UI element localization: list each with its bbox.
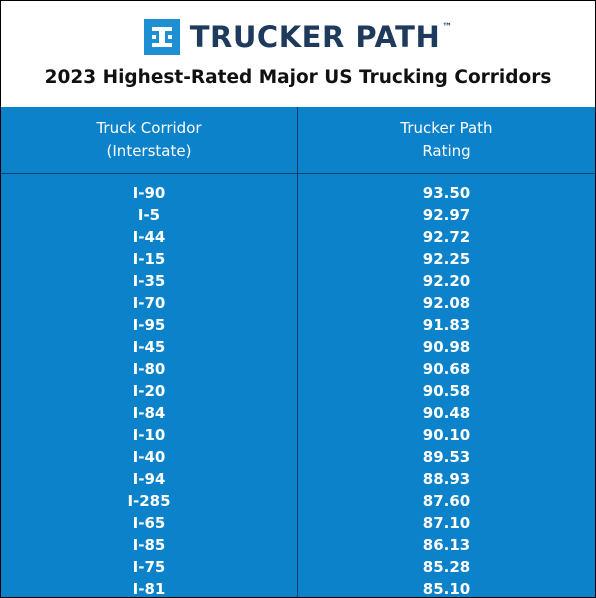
corridor-cell: I-85 [132,536,166,554]
corridor-cell: I-40 [132,448,166,466]
header-corridor-line2: (Interstate) [106,142,192,160]
logo-glyph [143,19,180,55]
rating-column: 93.50 92.97 92.72 92.25 92.20 92.08 91.83 90.98… [298,174,595,597]
corridor-cell: I-75 [132,558,166,576]
rating-cell: 90.98 [422,338,471,356]
rating-cell: 92.20 [422,272,471,290]
rating-cell: 85.28 [422,558,471,576]
header-rating-line2: Rating [422,142,471,160]
rating-cell: 85.10 [422,580,471,598]
brand-logo: TRUCKER PATH ™ [1,19,595,55]
corridor-cell: I-45 [132,338,166,356]
corridor-ratings-table: Truck Corridor (Interstate) Trucker Path… [1,107,595,597]
rating-cell: 90.48 [422,404,471,422]
corridor-cell: I-65 [132,514,166,532]
corridor-column: I-90 I-5 I-44 I-15 I-35 I-70 I-95 I-45 I-80 I-20 I… [1,174,298,597]
corridor-cell: I-81 [132,580,166,598]
corridor-cell: I-90 [132,184,166,202]
header: TRUCKER PATH ™ 2023 Highest-Rated Major U… [1,1,595,107]
rating-cell: 90.68 [422,360,471,378]
table-header: Truck Corridor (Interstate) Trucker Path… [1,107,595,174]
page-title: 2023 Highest-Rated Major US Trucking Cor… [44,67,552,88]
corridor-cell: I-285 [127,492,171,510]
trucker-path-logo-icon [143,19,180,55]
header-rating-line1: Trucker Path [400,119,493,137]
rating-cell: 86.13 [422,536,471,554]
corridor-cell: I-35 [132,272,166,290]
rating-cell: 92.25 [422,250,471,268]
rating-cell: 92.08 [422,294,471,312]
corridor-cell: I-84 [132,404,166,422]
corridor-cell: I-80 [132,360,166,378]
header-corridor: Truck Corridor (Interstate) [1,107,298,173]
corridor-cell: I-20 [132,382,166,400]
rating-cell: 92.97 [422,206,471,224]
rating-cell: 88.93 [422,470,471,488]
rating-cell: 87.10 [422,514,471,532]
corridor-cell: I-5 [137,206,161,224]
corridor-cell: I-94 [132,470,166,488]
rating-cell: 92.72 [422,228,471,246]
corridor-cell: I-10 [132,426,166,444]
table-body: I-90 I-5 I-44 I-15 I-35 I-70 I-95 I-45 I-80 I-20 I… [1,174,595,597]
rating-cell: 87.60 [422,492,471,510]
header-corridor-line1: Truck Corridor [96,119,202,137]
corridor-cell: I-95 [132,316,166,334]
brand-name: TRUCKER PATH [189,20,441,54]
rating-cell: 89.53 [422,448,471,466]
corridor-cell: I-15 [132,250,166,268]
corridor-cell: I-70 [132,294,166,312]
rating-cell: 91.83 [422,316,471,334]
rating-cell: 90.58 [422,382,471,400]
corridor-cell: I-44 [132,228,166,246]
trademark-symbol: ™ [442,21,453,33]
rating-cell: 93.50 [422,184,471,202]
rating-cell: 90.10 [422,426,471,444]
header-rating: Trucker Path Rating [298,107,595,173]
